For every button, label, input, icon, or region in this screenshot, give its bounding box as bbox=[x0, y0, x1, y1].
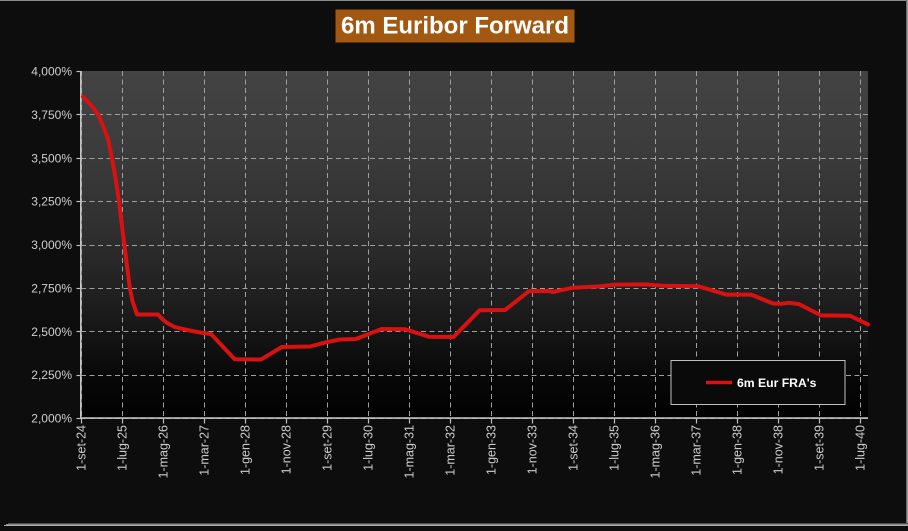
svg-text:1-set-24: 1-set-24 bbox=[75, 425, 89, 471]
svg-text:2,250%: 2,250% bbox=[31, 368, 72, 382]
svg-text:1-mag-36: 1-mag-36 bbox=[649, 425, 663, 479]
svg-text:1-mar-32: 1-mar-32 bbox=[444, 425, 458, 476]
svg-text:1-mar-37: 1-mar-37 bbox=[690, 425, 704, 476]
svg-text:1-lug-40: 1-lug-40 bbox=[854, 425, 868, 471]
svg-text:1-nov-33: 1-nov-33 bbox=[526, 425, 540, 474]
svg-text:1-set-34: 1-set-34 bbox=[567, 425, 581, 471]
svg-text:1-gen-33: 1-gen-33 bbox=[485, 425, 499, 475]
svg-text:2,750%: 2,750% bbox=[31, 281, 72, 295]
svg-text:3,000%: 3,000% bbox=[31, 238, 72, 252]
svg-text:1-mar-27: 1-mar-27 bbox=[198, 425, 212, 476]
svg-text:1-nov-38: 1-nov-38 bbox=[772, 425, 786, 474]
svg-text:1-lug-25: 1-lug-25 bbox=[116, 425, 130, 471]
svg-text:1-set-29: 1-set-29 bbox=[321, 425, 335, 471]
svg-text:3,250%: 3,250% bbox=[31, 195, 72, 209]
svg-text:3,500%: 3,500% bbox=[31, 151, 72, 165]
svg-text:6m Euribor Forward: 6m Euribor Forward bbox=[341, 13, 569, 40]
svg-text:1-gen-28: 1-gen-28 bbox=[239, 425, 253, 475]
svg-text:1-nov-28: 1-nov-28 bbox=[280, 425, 294, 474]
svg-text:1-mag-31: 1-mag-31 bbox=[403, 425, 417, 479]
svg-text:1-mag-26: 1-mag-26 bbox=[157, 425, 171, 479]
svg-text:1-gen-38: 1-gen-38 bbox=[731, 425, 745, 475]
svg-text:6m Eur FRA's: 6m Eur FRA's bbox=[737, 376, 817, 390]
svg-text:1-lug-35: 1-lug-35 bbox=[608, 425, 622, 471]
svg-text:1-lug-30: 1-lug-30 bbox=[362, 425, 376, 471]
svg-text:4,000%: 4,000% bbox=[31, 65, 72, 79]
svg-text:3,750%: 3,750% bbox=[31, 108, 72, 122]
svg-text:2,000%: 2,000% bbox=[31, 412, 72, 426]
svg-text:1-set-39: 1-set-39 bbox=[813, 425, 827, 471]
svg-text:2,500%: 2,500% bbox=[31, 325, 72, 339]
